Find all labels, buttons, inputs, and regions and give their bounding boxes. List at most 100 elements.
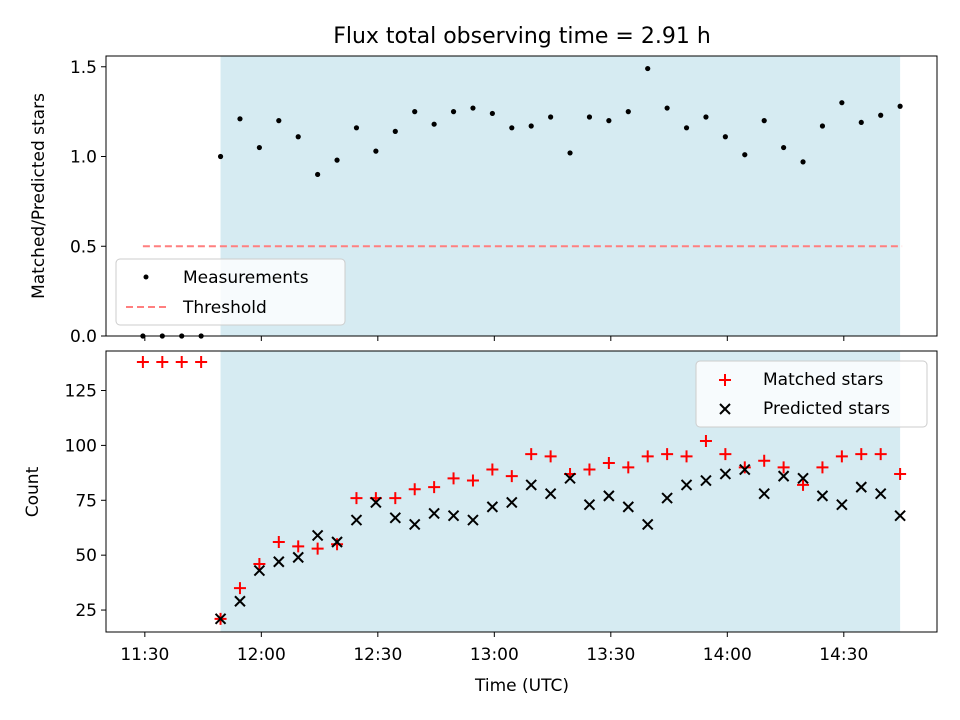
predicted-star-point xyxy=(622,501,634,513)
predicted-star-point xyxy=(739,463,751,476)
measurement-point xyxy=(878,112,884,118)
measurement-point xyxy=(256,144,262,151)
predicted-star-point xyxy=(214,613,227,625)
predicted-star-point xyxy=(253,564,266,577)
bottom-y-tick-label: 125 xyxy=(65,382,97,402)
legend-label-threshold: Threshold xyxy=(182,298,267,318)
legend-marker-predicted xyxy=(719,403,731,415)
measurement-point xyxy=(373,148,379,154)
predicted-star-point xyxy=(409,518,421,531)
predicted-star-point xyxy=(506,496,518,509)
top-y-tick-label: 1.5 xyxy=(70,58,97,78)
measurement-point xyxy=(548,114,554,120)
measurement-point xyxy=(276,118,282,124)
matched-star-point xyxy=(777,461,790,474)
matched-star-point xyxy=(699,435,712,448)
bottom-panel: 25 50 75 100 125 11:30 12:00 12:30 13:00 13:30 14… xyxy=(23,350,938,696)
measurement-point xyxy=(237,116,243,122)
matched-star-point xyxy=(175,355,188,368)
x-tick-label: 14:30 xyxy=(819,645,868,665)
top-panel: 0.0 0.5 1.0 1.5 Matched/Predicted stars Mea… xyxy=(29,55,938,347)
predicted-star-point xyxy=(583,498,596,511)
matched-star-point xyxy=(816,461,829,474)
bottom-y-tick-label: 50 xyxy=(75,546,97,566)
predicted-star-point xyxy=(331,536,343,548)
matched-star-point xyxy=(389,492,402,505)
x-tick-label: 12:30 xyxy=(353,645,402,665)
matched-star-point xyxy=(408,483,421,496)
bottom-legend: Matched stars Predicted stars xyxy=(695,360,928,428)
x-tick-label: 13:30 xyxy=(586,645,635,665)
predicted-star-point xyxy=(525,479,537,491)
matched-star-point xyxy=(505,470,518,483)
matched-star-point xyxy=(486,463,499,476)
bottom-y-tick-label: 75 xyxy=(75,491,97,511)
measurement-point xyxy=(703,114,709,120)
matched-star-points xyxy=(136,355,907,625)
matched-star-point xyxy=(311,542,324,555)
predicted-star-point xyxy=(311,529,324,542)
predicted-star-point xyxy=(816,490,829,502)
matched-star-point xyxy=(195,355,208,368)
legend-label-matched: Matched stars xyxy=(763,370,883,390)
measurement-point xyxy=(722,134,728,140)
matched-star-point xyxy=(680,450,693,463)
matched-star-point xyxy=(428,481,441,494)
bottom-legend-box xyxy=(695,360,928,428)
measurement-point xyxy=(431,121,437,127)
predicted-star-point xyxy=(389,512,402,524)
predicted-star-point xyxy=(486,501,499,513)
matched-star-point xyxy=(855,448,868,461)
predicted-star-point xyxy=(292,551,304,564)
matched-star-point xyxy=(292,540,305,553)
matched-star-point xyxy=(331,538,344,551)
matched-star-point xyxy=(136,355,149,368)
measurement-point xyxy=(586,114,593,120)
matched-star-point xyxy=(835,450,848,463)
predicted-star-point xyxy=(874,487,887,500)
predicted-star-point xyxy=(758,487,770,500)
legend-marker-matched xyxy=(719,374,731,386)
measurement-point xyxy=(858,119,864,126)
matched-star-point xyxy=(253,557,266,570)
x-tick-label: 13:00 xyxy=(470,645,519,665)
predicted-star-points xyxy=(214,463,906,625)
matched-star-point xyxy=(544,450,557,463)
x-axis-label: Time (UTC) xyxy=(474,676,569,696)
measurement-point xyxy=(315,171,321,178)
chart-title: Flux total observing time = 2.91 h xyxy=(333,24,711,49)
predicted-star-point xyxy=(719,468,732,480)
top-y-tick-label: 0.0 xyxy=(70,327,97,347)
measurement-point xyxy=(645,65,651,72)
measurement-point xyxy=(781,144,787,151)
measurement-point xyxy=(839,100,845,106)
measurement-point xyxy=(509,125,515,131)
measurement-point xyxy=(664,105,670,111)
predicted-star-point xyxy=(273,556,285,568)
matched-star-point xyxy=(758,454,771,467)
measurement-point xyxy=(819,123,826,129)
measurement-point xyxy=(392,128,398,134)
predicted-star-point xyxy=(350,514,363,526)
predicted-star-point xyxy=(855,481,867,493)
predicted-star-point xyxy=(700,474,712,487)
matched-star-point xyxy=(641,450,654,463)
matched-star-point xyxy=(156,355,169,368)
predicted-star-point xyxy=(467,514,479,526)
measurement-point xyxy=(334,157,340,163)
measurement-point xyxy=(897,103,903,109)
matched-star-point xyxy=(233,582,246,595)
measurement-point xyxy=(217,153,224,160)
legend-label-measurements: Measurements xyxy=(183,268,309,288)
matched-star-point xyxy=(272,535,285,548)
measurement-point xyxy=(528,123,534,129)
predicted-star-point xyxy=(544,487,557,500)
predicted-star-point xyxy=(777,470,790,482)
bottom-x-ticks: 11:30 12:00 12:30 13:00 13:30 14:00 14:30 xyxy=(120,632,868,665)
matched-star-point xyxy=(350,492,363,505)
measurement-point xyxy=(761,118,767,124)
measurement-point xyxy=(450,109,457,115)
bottom-y-axis-label: Count xyxy=(23,466,43,517)
measurement-point xyxy=(606,118,612,124)
predicted-star-point xyxy=(234,595,246,607)
